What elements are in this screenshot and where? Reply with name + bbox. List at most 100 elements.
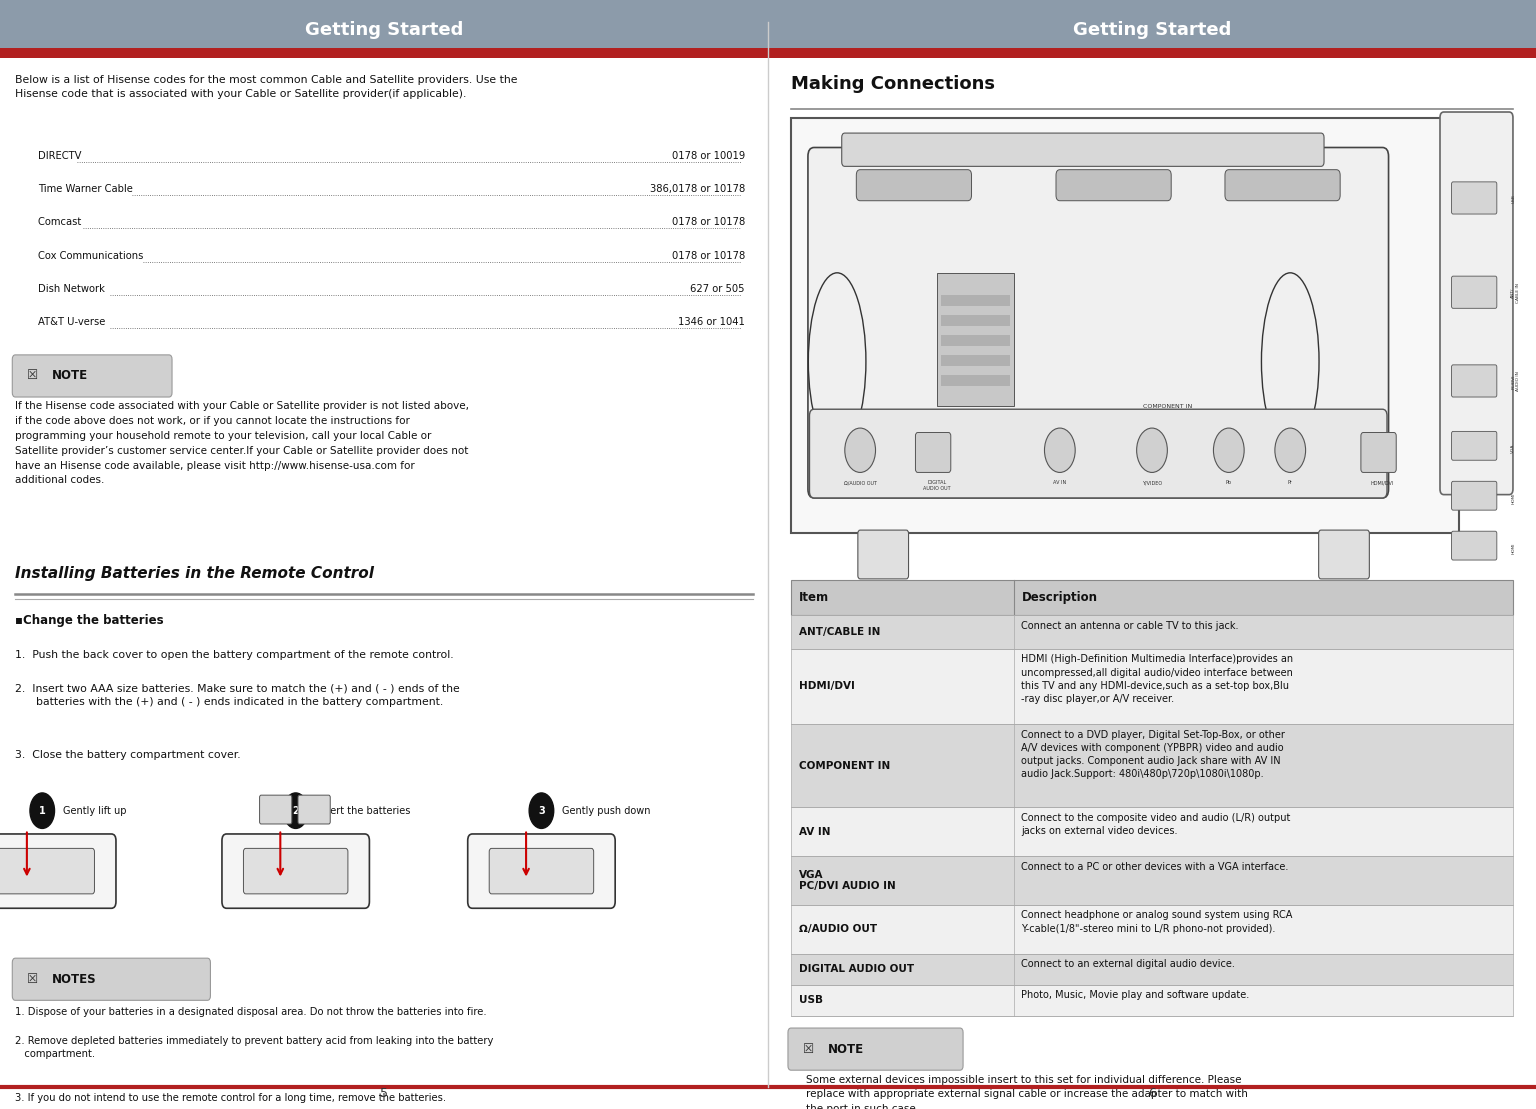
Text: ▪Change the batteries: ▪Change the batteries xyxy=(15,614,164,628)
FancyBboxPatch shape xyxy=(791,954,1513,985)
FancyBboxPatch shape xyxy=(1452,276,1496,308)
Text: Time Warner Cable: Time Warner Cable xyxy=(38,184,134,194)
Text: Installing Batteries in the Remote Control: Installing Batteries in the Remote Contr… xyxy=(15,566,375,581)
FancyBboxPatch shape xyxy=(260,795,292,824)
Text: USB: USB xyxy=(1511,194,1516,203)
FancyBboxPatch shape xyxy=(842,133,1324,166)
FancyBboxPatch shape xyxy=(791,580,1513,615)
Text: 627 or 505: 627 or 505 xyxy=(691,284,745,294)
Circle shape xyxy=(845,428,876,472)
FancyBboxPatch shape xyxy=(223,834,369,908)
Text: ☒: ☒ xyxy=(802,1042,814,1056)
FancyBboxPatch shape xyxy=(1452,481,1496,510)
Text: DIRECTV: DIRECTV xyxy=(38,151,81,161)
Text: ANT/CABLE IN: ANT/CABLE IN xyxy=(799,627,880,638)
FancyBboxPatch shape xyxy=(1057,170,1170,201)
Text: HDMI/DVI: HDMI/DVI xyxy=(799,681,854,692)
Text: 1. Dispose of your batteries in a designated disposal area. Do not throw the bat: 1. Dispose of your batteries in a design… xyxy=(15,1007,487,1017)
Text: VGA
PC/DVI AUDIO IN: VGA PC/DVI AUDIO IN xyxy=(799,869,895,892)
Text: Connect to a DVD player, Digital Set-Top-Box, or other
A/V devices with componen: Connect to a DVD player, Digital Set-Top… xyxy=(1021,730,1286,780)
Text: PC/DVI
AUDIO IN: PC/DVI AUDIO IN xyxy=(1511,372,1521,391)
FancyBboxPatch shape xyxy=(937,273,1014,406)
Text: Dish Network: Dish Network xyxy=(38,284,109,294)
Text: Some external devices impossible insert to this set for individual difference. P: Some external devices impossible insert … xyxy=(806,1075,1249,1109)
FancyBboxPatch shape xyxy=(788,1028,963,1070)
FancyBboxPatch shape xyxy=(857,530,908,579)
FancyBboxPatch shape xyxy=(0,834,117,908)
FancyBboxPatch shape xyxy=(940,315,1011,326)
Text: DIGITAL
AUDIO OUT: DIGITAL AUDIO OUT xyxy=(923,480,951,491)
Circle shape xyxy=(1137,428,1167,472)
Text: ☒: ☒ xyxy=(28,369,38,383)
FancyBboxPatch shape xyxy=(791,118,1459,533)
Text: Gently push down: Gently push down xyxy=(562,805,651,816)
FancyBboxPatch shape xyxy=(940,335,1011,346)
Text: Connect an antenna or cable TV to this jack.: Connect an antenna or cable TV to this j… xyxy=(1021,621,1240,631)
FancyBboxPatch shape xyxy=(1226,170,1339,201)
Text: Ω/AUDIO OUT: Ω/AUDIO OUT xyxy=(799,924,877,935)
FancyBboxPatch shape xyxy=(1441,112,1513,495)
Text: Pb: Pb xyxy=(1226,480,1232,486)
Text: Comcast: Comcast xyxy=(38,217,84,227)
Circle shape xyxy=(1213,428,1244,472)
FancyBboxPatch shape xyxy=(791,856,1513,905)
Circle shape xyxy=(31,793,55,828)
Circle shape xyxy=(1275,428,1306,472)
Text: USB: USB xyxy=(799,995,823,1006)
Text: Connect headphone or analog sound system using RCA
Y-cable(1/8"-stereo mini to L: Connect headphone or analog sound system… xyxy=(1021,910,1293,934)
FancyBboxPatch shape xyxy=(791,807,1513,856)
FancyBboxPatch shape xyxy=(1452,182,1496,214)
Text: Item: Item xyxy=(799,591,829,604)
Text: HDMI/DVI: HDMI/DVI xyxy=(1370,480,1395,486)
Text: Ω/AUDIO OUT: Ω/AUDIO OUT xyxy=(843,480,877,486)
FancyBboxPatch shape xyxy=(12,355,172,397)
Text: VGA: VGA xyxy=(1511,444,1516,452)
Text: 6: 6 xyxy=(1147,1087,1157,1100)
Text: 1: 1 xyxy=(38,805,46,816)
FancyBboxPatch shape xyxy=(1452,431,1496,460)
FancyBboxPatch shape xyxy=(791,905,1513,954)
Text: AV IN: AV IN xyxy=(799,826,831,837)
Text: Getting Started: Getting Started xyxy=(304,21,464,40)
FancyBboxPatch shape xyxy=(791,615,1513,649)
Text: Below is a list of Hisense codes for the most common Cable and Satellite provide: Below is a list of Hisense codes for the… xyxy=(15,75,518,100)
Text: 2. Remove depleted batteries immediately to prevent battery acid from leaking in: 2. Remove depleted batteries immediately… xyxy=(15,1036,493,1059)
Text: If the Hisense code associated with your Cable or Satellite provider is not list: If the Hisense code associated with your… xyxy=(15,401,470,486)
Text: DIGITAL AUDIO OUT: DIGITAL AUDIO OUT xyxy=(799,964,914,975)
FancyBboxPatch shape xyxy=(1361,433,1396,472)
FancyBboxPatch shape xyxy=(808,147,1389,498)
FancyBboxPatch shape xyxy=(791,985,1513,1016)
FancyBboxPatch shape xyxy=(0,848,95,894)
Text: NOTE: NOTE xyxy=(52,369,89,383)
FancyBboxPatch shape xyxy=(768,48,1536,58)
Text: Y/VIDEO: Y/VIDEO xyxy=(1141,480,1163,486)
Text: Getting Started: Getting Started xyxy=(1072,21,1232,40)
FancyBboxPatch shape xyxy=(298,795,330,824)
FancyBboxPatch shape xyxy=(1318,530,1370,579)
Text: 2: 2 xyxy=(292,805,300,816)
Text: 1.  Push the back cover to open the battery compartment of the remote control.: 1. Push the back cover to open the batte… xyxy=(15,650,455,660)
Text: Description: Description xyxy=(1021,591,1097,604)
Text: COMPONENT IN: COMPONENT IN xyxy=(799,761,889,771)
FancyBboxPatch shape xyxy=(1452,531,1496,560)
Text: Pr: Pr xyxy=(1287,480,1293,486)
FancyBboxPatch shape xyxy=(0,48,768,58)
FancyBboxPatch shape xyxy=(490,848,594,894)
Text: Connect to the composite video and audio (L/R) output
jacks on external video de: Connect to the composite video and audio… xyxy=(1021,813,1290,836)
FancyBboxPatch shape xyxy=(1452,365,1496,397)
Text: 1346 or 1041: 1346 or 1041 xyxy=(677,317,745,327)
Text: ANT/
CABLE IN: ANT/ CABLE IN xyxy=(1511,283,1521,303)
Text: Photo, Music, Movie play and software update.: Photo, Music, Movie play and software up… xyxy=(1021,990,1250,1000)
Text: HDMI: HDMI xyxy=(1511,492,1516,503)
Circle shape xyxy=(283,793,307,828)
FancyBboxPatch shape xyxy=(856,170,971,201)
Text: COMPONENT IN: COMPONENT IN xyxy=(1143,404,1192,409)
Text: 3.  Close the battery compartment cover.: 3. Close the battery compartment cover. xyxy=(15,750,241,760)
Circle shape xyxy=(1044,428,1075,472)
Text: Connect to an external digital audio device.: Connect to an external digital audio dev… xyxy=(1021,959,1235,969)
Text: 0178 or 10019: 0178 or 10019 xyxy=(671,151,745,161)
Text: NOTE: NOTE xyxy=(828,1042,865,1056)
Text: ☒: ☒ xyxy=(28,973,38,986)
FancyBboxPatch shape xyxy=(243,848,347,894)
Text: Insert the batteries: Insert the batteries xyxy=(316,805,410,816)
